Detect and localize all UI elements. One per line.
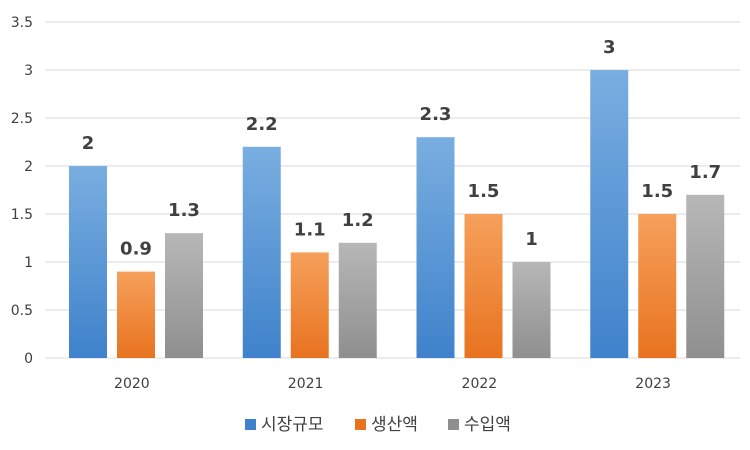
x-axis-ticks: 2020 2021 2022 2023 bbox=[114, 376, 671, 392]
y-tick-label: 0 bbox=[24, 351, 33, 367]
y-tick-label: 3 bbox=[24, 63, 33, 79]
bars bbox=[69, 70, 725, 358]
bar-2020-series-0 bbox=[69, 166, 107, 358]
data-label: 1.1 bbox=[294, 219, 326, 240]
y-tick-label: 2 bbox=[24, 159, 33, 175]
bar-2020-series-1 bbox=[117, 271, 155, 358]
x-tick-label: 2020 bbox=[114, 376, 150, 392]
y-tick-label: 1.5 bbox=[11, 207, 33, 223]
y-tick-label: 2.5 bbox=[11, 111, 33, 127]
bar-2021-series-1 bbox=[290, 252, 329, 358]
x-tick-label: 2023 bbox=[635, 376, 671, 392]
data-label: 2.2 bbox=[246, 114, 278, 135]
data-label: 1.7 bbox=[689, 162, 721, 183]
bar-2023-series-2 bbox=[686, 194, 725, 358]
bar-2020-series-2 bbox=[165, 233, 203, 358]
legend-item: 수입액 bbox=[448, 415, 511, 435]
legend-swatch bbox=[245, 419, 256, 430]
y-axis-ticks: 0 0.5 1 1.5 2 2.5 3 3.5 bbox=[11, 15, 33, 367]
x-tick-label: 2022 bbox=[462, 376, 498, 392]
x-tick-label: 2021 bbox=[288, 376, 324, 392]
legend-label: 수입액 bbox=[464, 415, 511, 435]
gridlines bbox=[45, 21, 740, 359]
legend-label: 시장규모 bbox=[261, 415, 324, 435]
data-label: 1.5 bbox=[468, 181, 500, 202]
data-label: 1 bbox=[525, 229, 538, 250]
bar-2023-series-0 bbox=[590, 70, 629, 358]
legend-item: 생산액 bbox=[355, 415, 418, 435]
legend-swatch bbox=[355, 419, 366, 430]
y-tick-label: 3.5 bbox=[11, 15, 33, 31]
bar-2023-series-1 bbox=[638, 214, 677, 358]
data-label: 2.3 bbox=[420, 104, 452, 125]
data-label: 1.5 bbox=[641, 181, 673, 202]
bar-2022-series-1 bbox=[464, 214, 503, 358]
data-label: 2 bbox=[82, 133, 95, 154]
legend: 시장규모 생산액 수입액 bbox=[245, 415, 511, 435]
legend-item: 시장규모 bbox=[245, 415, 324, 435]
legend-label: 생산액 bbox=[371, 415, 418, 435]
data-label: 0.9 bbox=[120, 239, 152, 260]
bar-2022-series-0 bbox=[416, 137, 455, 358]
y-tick-label: 0.5 bbox=[11, 303, 33, 319]
legend-swatch bbox=[448, 419, 459, 430]
y-tick-label: 1 bbox=[24, 255, 33, 271]
bar-2022-series-2 bbox=[512, 262, 551, 358]
data-label: 1.3 bbox=[168, 200, 200, 221]
data-label: 3 bbox=[603, 37, 616, 58]
data-labels: 2 0.9 1.3 2.2 1.1 1.2 2.3 1.5 1 3 1.5 1.7 bbox=[82, 37, 721, 260]
bar-2021-series-0 bbox=[242, 146, 281, 358]
bar-2021-series-2 bbox=[338, 242, 377, 358]
data-label: 1.2 bbox=[342, 210, 374, 231]
